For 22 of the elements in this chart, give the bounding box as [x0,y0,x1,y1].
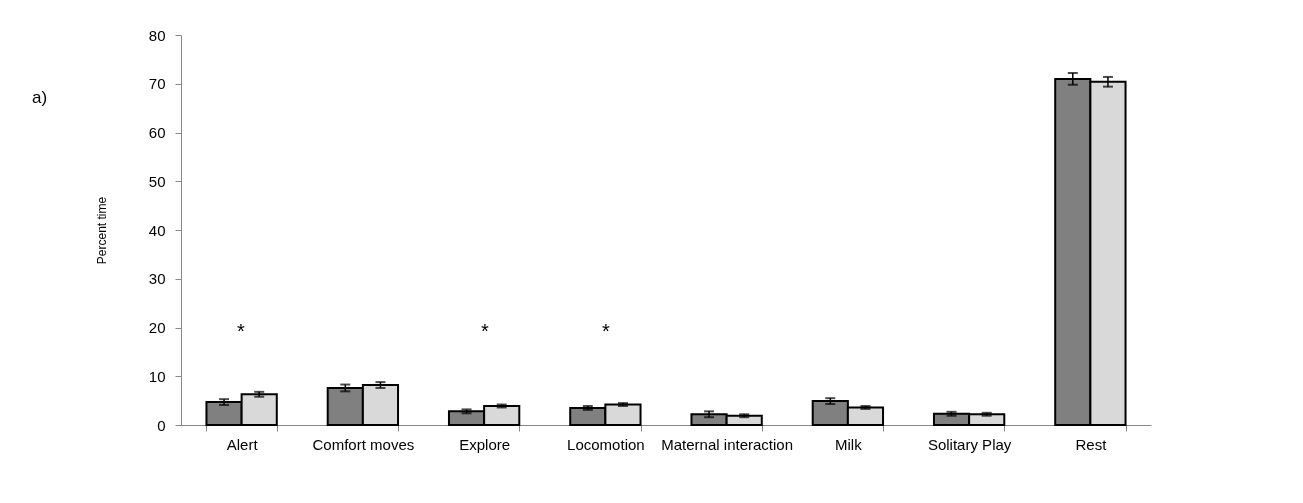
annotation: * [237,320,245,343]
x-tick-label: Explore [459,435,511,453]
x-tick-label: Milk [835,435,863,453]
y-tick-label: 60 [148,124,166,141]
y-tick-label: 30 [148,270,166,288]
y-tick-label: 20 [148,319,166,336]
x-tick-label: Maternal interaction [661,435,793,453]
y-axis-title: Percent time [94,196,109,265]
y-tick-label: 10 [148,367,166,385]
x-tick-label: Solitary Play [927,435,1012,453]
x-tick-label: Rest [1075,435,1108,453]
y-tick-label: 50 [148,172,166,190]
y-tick-label: 0 [157,416,166,434]
x-tick-label: Locomotion [567,435,645,453]
annotation: * [481,320,489,343]
annotation: * [602,320,610,343]
y-tick-label: 70 [148,75,166,93]
x-tick-label: Comfort moves [312,435,415,453]
y-tick-label: 80 [148,26,166,44]
text: a) [32,88,48,108]
x-tick-label: Alert [226,435,259,453]
y-tick-label: 40 [148,221,166,239]
